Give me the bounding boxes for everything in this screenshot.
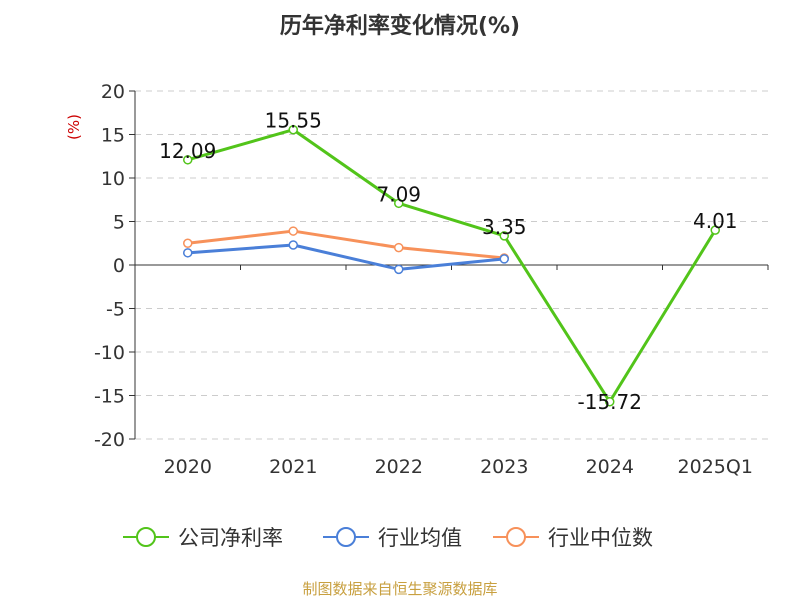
y-tick-label: 5 [113, 212, 125, 234]
data-point [605, 397, 615, 407]
y-tick-label: -5 [106, 299, 125, 321]
legend-marker [506, 527, 526, 547]
data-point [183, 155, 193, 165]
legend-marker [336, 527, 356, 547]
data-labels: 12.09 15.55 7.09 3.35 -15.72 4.01 [159, 109, 737, 414]
series-2 [183, 226, 509, 263]
source-note: 制图数据来自恒生聚源数据库 [302, 580, 497, 598]
series-line [187, 128, 717, 404]
y-tick-label: 0 [113, 255, 125, 277]
data-point [288, 240, 298, 250]
series-line [187, 243, 505, 271]
series-lines [183, 124, 720, 407]
data-point [288, 124, 298, 135]
chart-title: 历年净利率变化情况(%) [280, 13, 520, 39]
y-tick-label: -20 [94, 429, 125, 451]
legend-label: 行业均值 [378, 526, 462, 550]
series-1 [183, 240, 509, 275]
x-tick-label: 2024 [586, 456, 634, 478]
data-point [183, 248, 193, 258]
data-point [288, 226, 298, 236]
x-tick-label: 2022 [375, 456, 423, 478]
legend-item-0: 公司净利率 [123, 526, 283, 550]
legend-marker [136, 527, 156, 547]
y-axis-unit-label: (%) [65, 114, 83, 140]
legend-item-1: 行业均值 [323, 526, 462, 550]
data-label: 15.55 [265, 109, 322, 133]
legend-item-2: 行业中位数 [493, 526, 653, 550]
data-point [710, 225, 720, 235]
data-point [183, 238, 193, 248]
data-point [394, 242, 404, 253]
series-0 [183, 124, 720, 407]
x-tick-label: 2025Q1 [678, 456, 753, 478]
legend-label: 行业中位数 [548, 526, 653, 550]
y-tick-label: 10 [101, 168, 125, 190]
axes: 20 15 10 5 0 -5 -10 -15 -20 2020 2021 2022 2023 2024 2… [94, 81, 769, 478]
y-tick-label: -15 [94, 386, 125, 408]
data-point [499, 254, 509, 264]
data-point [394, 264, 404, 275]
legend-label: 公司净利率 [178, 526, 283, 550]
data-label: 3.35 [482, 215, 527, 239]
series-line [187, 229, 505, 260]
y-tick-label: 15 [101, 125, 125, 147]
x-tick-label: 2023 [480, 456, 528, 478]
data-point [499, 231, 509, 241]
y-tick-label: -10 [94, 342, 125, 364]
x-tick-label: 2020 [164, 456, 212, 478]
data-label: 4.01 [693, 209, 738, 233]
legend: 公司净利率 行业均值 行业中位数 [123, 526, 653, 550]
data-point [394, 198, 404, 209]
y-tick-label: 20 [101, 81, 125, 103]
data-label: 12.09 [159, 139, 216, 163]
x-tick-label: 2021 [269, 456, 317, 478]
data-label: 7.09 [376, 182, 421, 206]
data-label: -15.72 [578, 390, 642, 414]
